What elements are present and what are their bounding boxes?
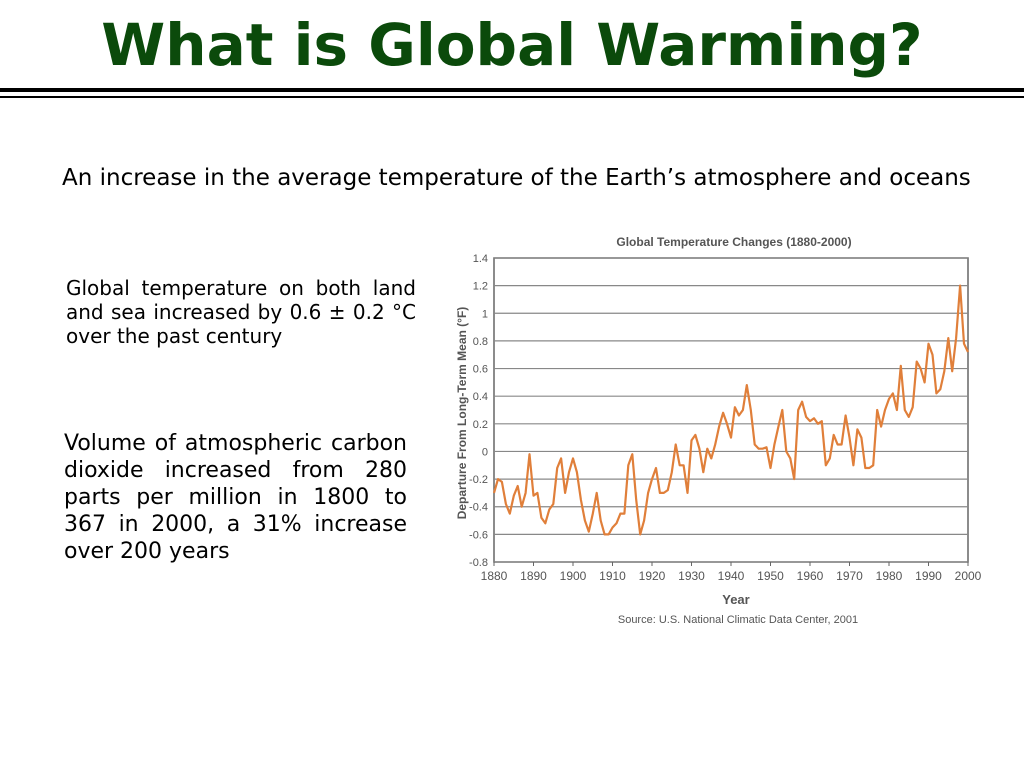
temperature-series-line xyxy=(492,284,969,536)
y-axis-label: Departure From Long-Term Mean (°F) xyxy=(455,307,469,520)
x-tick-label: 1990 xyxy=(915,569,942,583)
y-tick-label: 0.8 xyxy=(473,336,488,348)
x-tick-label: 1960 xyxy=(797,569,824,583)
x-tick-label: 1920 xyxy=(639,569,666,583)
x-tick-label: 2000 xyxy=(955,569,982,583)
x-tick-label: 1930 xyxy=(678,569,705,583)
x-tick-label: 1940 xyxy=(718,569,745,583)
y-tick-label: 0.4 xyxy=(473,391,488,403)
x-tick-label: 1950 xyxy=(757,569,784,583)
y-tick-label: -0.8 xyxy=(469,557,488,569)
source-note: Source: U.S. National Climatic Data Cent… xyxy=(618,614,858,626)
title-divider-thin xyxy=(0,96,1024,98)
x-tick-label: 1910 xyxy=(599,569,626,583)
x-tick-label: 1900 xyxy=(560,569,587,583)
definition-text: An increase in the average temperature o… xyxy=(62,165,971,191)
chart-title: Global Temperature Changes (1880-2000) xyxy=(616,235,851,249)
x-tick-label: 1880 xyxy=(481,569,508,583)
y-tick-label: 0 xyxy=(482,446,488,458)
x-axis-label: Year xyxy=(722,592,749,607)
y-tick-label: 1.4 xyxy=(473,253,488,265)
page-title: What is Global Warming? xyxy=(101,11,923,79)
temperature-point-text: Global temperature on both land and sea … xyxy=(66,276,416,348)
y-tick-label: 1.2 xyxy=(473,281,488,293)
y-tick-label: 0.2 xyxy=(473,419,488,431)
x-tick-label: 1980 xyxy=(876,569,903,583)
co2-point-text: Volume of atmospheric carbon dioxide inc… xyxy=(64,431,407,564)
y-tick-label: 1 xyxy=(482,308,488,320)
temperature-chart-svg: Global Temperature Changes (1880-2000) -… xyxy=(455,235,982,626)
y-tick-label: 0.6 xyxy=(473,364,488,376)
y-tick-label: -0.6 xyxy=(469,529,488,541)
y-tick-label: -0.2 xyxy=(469,474,488,486)
title-divider-thick xyxy=(0,88,1024,92)
x-tick-label: 1970 xyxy=(836,569,863,583)
x-tick-label: 1890 xyxy=(520,569,547,583)
y-tick-label: -0.4 xyxy=(469,502,488,514)
temperature-chart: Global Temperature Changes (1880-2000) -… xyxy=(448,228,988,628)
